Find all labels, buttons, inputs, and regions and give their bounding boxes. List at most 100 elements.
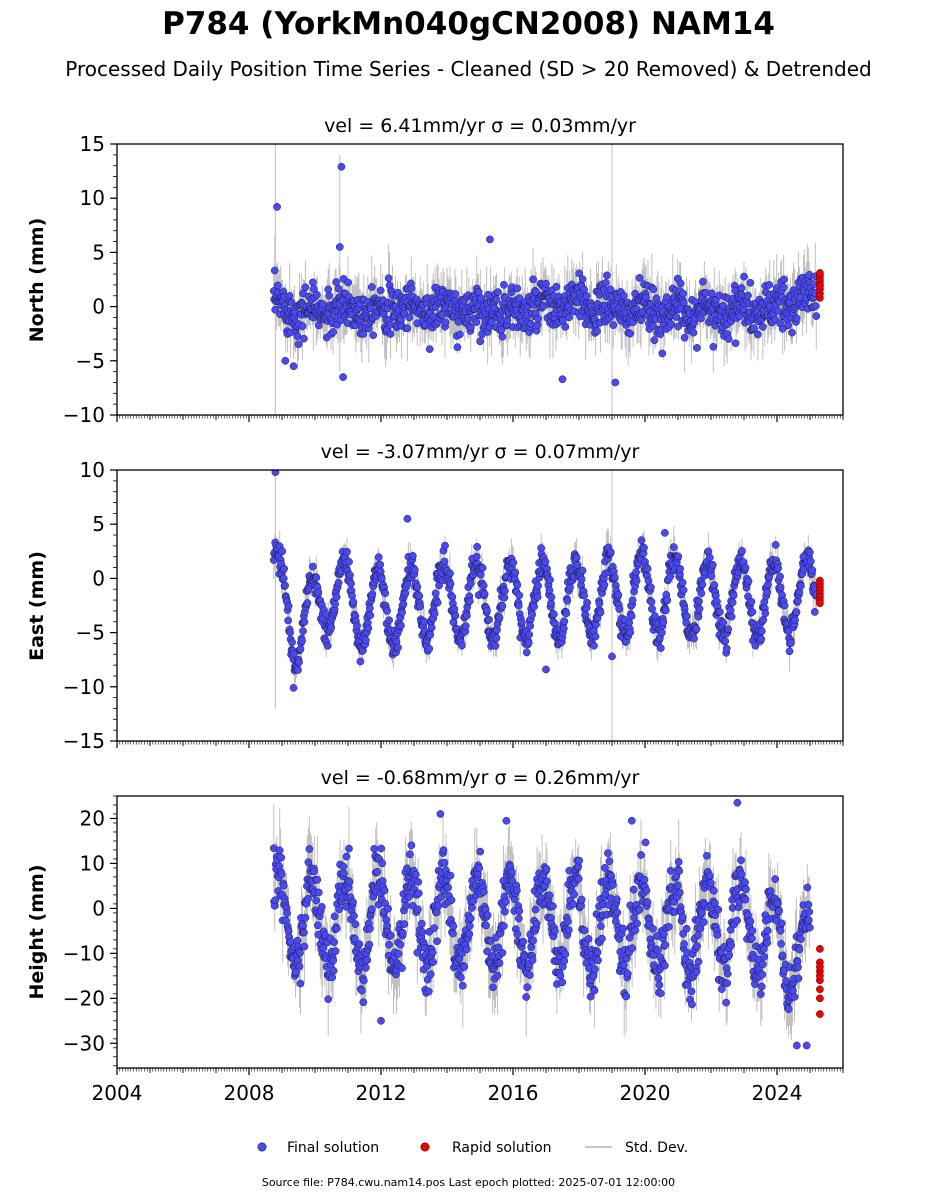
final-solution-point (284, 602, 293, 610)
final-solution-point (374, 553, 383, 562)
final-solution-point (364, 624, 373, 633)
final-solution-point (330, 912, 339, 921)
final-solution-point (405, 313, 414, 322)
final-solution-point (542, 665, 550, 674)
final-solution-point (774, 564, 783, 572)
final-solution-point (810, 608, 819, 616)
final-solution-point (635, 274, 644, 282)
final-solution-point (494, 943, 503, 952)
final-solution-point (277, 870, 286, 878)
final-solution-point (460, 963, 469, 971)
final-solution-point (547, 599, 555, 608)
final-solution-point (466, 579, 475, 588)
final-solution-point (740, 272, 748, 281)
final-solution-point (385, 940, 393, 949)
final-solution-point (394, 643, 402, 652)
final-solution-point (602, 279, 610, 287)
final-solution-point (657, 628, 666, 637)
final-solution-point (649, 285, 658, 294)
final-solution-point (296, 948, 304, 957)
final-solution-point (465, 930, 474, 938)
final-solution-point (705, 553, 714, 562)
panel-east-plot-area (269, 470, 824, 741)
panel-north: −10 −5 0 5 10 15 (63, 132, 844, 427)
final-solution-point (483, 947, 491, 956)
final-solution-point (441, 541, 449, 550)
y-tick-label: 15 (80, 132, 105, 156)
final-solution-point (394, 949, 403, 958)
final-solution-point (603, 271, 611, 280)
final-solution-point (277, 853, 286, 862)
final-solution-point (780, 275, 788, 284)
final-solution-point (325, 291, 334, 300)
final-solution-point (431, 589, 440, 598)
final-solution-point (434, 902, 442, 910)
final-solution-point (430, 924, 438, 932)
final-solution-point (609, 321, 618, 329)
final-solution-point (273, 203, 281, 211)
final-solution-point (483, 606, 491, 615)
final-solution-point (340, 869, 348, 878)
final-solution-point (300, 334, 308, 343)
final-solution-point (275, 846, 284, 855)
final-solution-point (562, 609, 571, 618)
final-solution-point (332, 593, 341, 602)
final-solution-point (530, 602, 538, 611)
final-solution-point (679, 586, 688, 594)
panel-east: −15 −10 −5 0 5 10 (63, 458, 844, 753)
final-solution-point (606, 548, 615, 556)
final-solution-point (349, 598, 358, 606)
final-solution-point (457, 973, 465, 982)
final-solution-point (298, 636, 306, 645)
final-solution-point (715, 608, 724, 616)
final-solution-point (448, 593, 457, 601)
final-solution-point (707, 572, 716, 580)
final-solution-point (649, 322, 657, 330)
final-solution-point (415, 592, 424, 600)
final-solution-point (343, 547, 351, 556)
final-solution-point (808, 566, 817, 575)
final-solution-point (626, 329, 635, 338)
final-solution-point (761, 609, 770, 618)
final-solution-point (350, 911, 358, 920)
final-solution-point (534, 581, 542, 590)
final-solution-point (650, 336, 659, 345)
final-solution-point (515, 294, 524, 303)
final-solution-point (332, 278, 340, 286)
y-tick-label: 10 (80, 186, 105, 210)
final-solution-point (319, 944, 328, 952)
final-solution-point (447, 896, 456, 905)
final-solution-point (363, 956, 372, 964)
final-solution-point (384, 904, 392, 913)
final-solution-point (337, 162, 346, 171)
final-solution-point (396, 940, 405, 949)
final-solution-point (318, 300, 327, 309)
final-solution-point (472, 318, 481, 326)
final-solution-point (408, 552, 417, 560)
final-solution-point (640, 543, 648, 552)
final-solution-point (565, 583, 574, 592)
final-solution-point (289, 362, 298, 371)
final-solution-point (295, 658, 303, 667)
panel-height-title: vel = -0.68mm/yr σ = 0.26mm/yr (321, 767, 640, 789)
final-solution-point (440, 858, 449, 867)
final-solution-point (758, 323, 767, 331)
final-solution-point (524, 639, 533, 647)
final-solution-point (271, 896, 280, 905)
final-solution-point (787, 639, 795, 647)
final-solution-point (451, 290, 460, 298)
final-solution-point (757, 627, 766, 635)
final-solution-point (303, 599, 312, 607)
final-solution-point (552, 282, 561, 291)
final-solution-point (682, 612, 691, 621)
final-solution-point (433, 598, 442, 607)
final-solution-point (709, 342, 718, 351)
final-solution-point (719, 618, 728, 627)
final-solution-point (366, 611, 375, 620)
final-solution-point (356, 657, 365, 666)
final-solution-point (300, 928, 308, 937)
final-solution-point (329, 956, 338, 965)
final-solution-point (647, 583, 655, 592)
final-solution-point (514, 601, 523, 610)
final-solution-point (476, 337, 485, 346)
